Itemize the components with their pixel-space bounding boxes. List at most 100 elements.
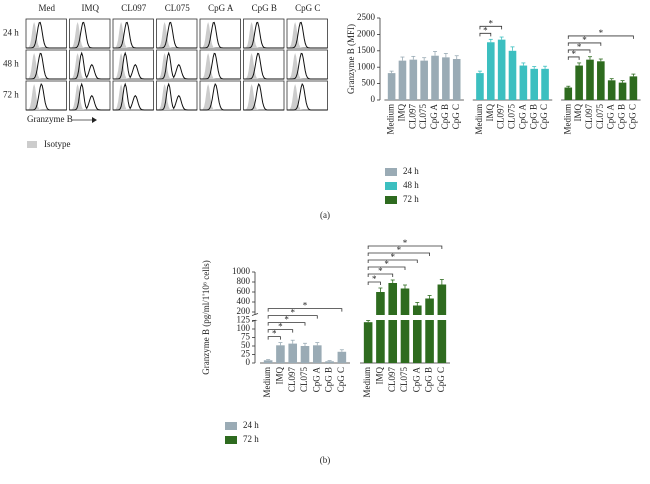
isotype-curve (156, 53, 197, 79)
legend-label: 48 h (403, 180, 419, 190)
x-tick-label: CL075 (418, 104, 428, 130)
arrow-head (92, 117, 97, 123)
y-tick-label: 800 (237, 276, 251, 286)
significance-bracket (367, 281, 381, 285)
bar (288, 343, 298, 363)
significance-label: * (577, 42, 582, 52)
x-tick-label: CL075 (399, 367, 409, 393)
x-tick-label: CpG B (324, 367, 334, 392)
bar (519, 65, 528, 100)
sample-curve (287, 83, 328, 111)
y-tick-label: 50 (241, 340, 251, 350)
bar (607, 80, 616, 100)
significance-bracket (367, 252, 430, 256)
histogram-column-label: Med (39, 3, 56, 13)
isotype-legend: Isotype (44, 139, 71, 149)
y-tick-label: 0 (371, 94, 376, 104)
significance-bracket (367, 273, 394, 277)
significance-bracket (567, 42, 602, 46)
bar (276, 345, 285, 363)
sample-curve (26, 21, 67, 49)
y-tick-label: 500 (362, 78, 376, 88)
x-tick-label: CpG B (440, 104, 450, 129)
isotype-curve (113, 84, 154, 110)
bar (387, 73, 396, 100)
x-tick-label: CpG C (336, 367, 346, 392)
x-tick-label: CL097 (387, 367, 397, 393)
bar (300, 346, 310, 363)
legend-swatch (385, 168, 397, 176)
significance-label: * (284, 315, 289, 325)
x-tick-label: CL097 (496, 104, 506, 130)
sample-curve (156, 21, 197, 49)
x-tick-label: IMQ (485, 104, 495, 122)
histogram-column-label: CpG A (208, 3, 234, 13)
bar (388, 283, 398, 363)
sample-curve (200, 52, 241, 80)
legend-label: 72 h (403, 194, 419, 204)
bar (575, 65, 583, 100)
sample-curve (113, 51, 154, 80)
bar (420, 60, 428, 100)
significance-label: * (403, 238, 408, 248)
bar (337, 351, 347, 363)
x-tick-label: CpG A (429, 104, 439, 130)
bar (442, 57, 450, 100)
y-tick-label: 600 (237, 286, 251, 296)
sample-curve (113, 21, 154, 49)
isotype-curve (243, 84, 284, 110)
x-tick-label: IMQ (274, 367, 284, 385)
significance-label: * (278, 322, 283, 332)
sample-curve (156, 82, 197, 111)
bar (597, 61, 605, 100)
bar (263, 360, 273, 363)
significance-bracket (267, 329, 294, 333)
y-tick-label: 1500 (357, 45, 376, 55)
x-tick-label: CpG A (311, 367, 321, 393)
x-tick-label: Medium (474, 104, 484, 135)
significance-bracket (267, 315, 318, 319)
y-tick-label: 125 (237, 315, 251, 325)
sample-curve (113, 82, 154, 111)
x-tick-label: CL075 (595, 104, 605, 130)
x-tick-label: CL097 (287, 367, 297, 393)
bar (363, 322, 373, 363)
isotype-curve (69, 53, 110, 79)
sample-curve (26, 52, 67, 80)
bar (618, 82, 627, 100)
significance-label: * (290, 308, 295, 318)
histogram-row-label: 48 h (3, 59, 19, 69)
bar (497, 39, 506, 100)
sample-curve (243, 83, 284, 111)
x-tick-label: CpG A (411, 367, 421, 393)
significance-label: * (372, 274, 377, 284)
legend-label: 72 h (243, 434, 259, 444)
x-tick-label: CpG C (539, 104, 549, 129)
x-tick-label: Medium (386, 104, 396, 135)
x-tick-label: Medium (262, 367, 272, 398)
significance-label: * (599, 28, 604, 38)
bar (629, 76, 638, 100)
sample-curve (287, 21, 328, 49)
y-tick-label: 1000 (357, 61, 376, 71)
significance-label: * (397, 245, 402, 255)
histogram-column-label: IMQ (82, 3, 100, 13)
significance-label: * (483, 25, 488, 35)
isotype-swatch (27, 141, 37, 148)
histogram-column-label: CL097 (121, 3, 147, 13)
legend-label: 24 h (243, 420, 259, 430)
bar (564, 87, 573, 100)
significance-bracket (267, 336, 281, 340)
legend-swatch (385, 182, 397, 190)
bar (530, 68, 539, 100)
y-tick-label: 200 (237, 306, 251, 316)
bar (376, 292, 385, 363)
sample-curve (200, 83, 241, 111)
legend-swatch (225, 436, 237, 444)
x-tick-label: CL097 (407, 104, 417, 130)
x-tick-label: CpG B (617, 104, 627, 129)
sample-curve (69, 21, 110, 49)
significance-bracket (267, 322, 306, 326)
significance-bracket (367, 259, 418, 263)
